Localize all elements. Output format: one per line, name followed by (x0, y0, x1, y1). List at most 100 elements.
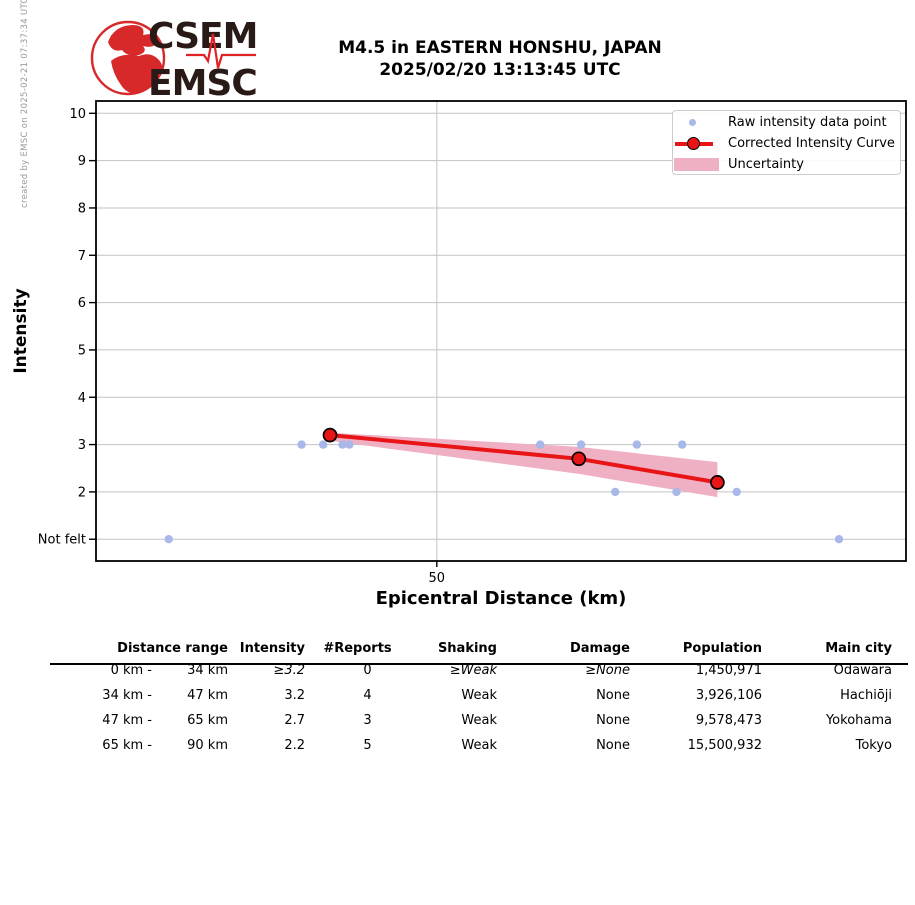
header-shaking: Shaking (437, 641, 497, 656)
legend-marker-dot (689, 119, 696, 126)
cell-damage: ≥None (585, 663, 630, 678)
legend-item-raw: Raw intensity data point (673, 112, 900, 133)
intensity-distance-chart: Not felt 2 3 4 5 6 7 8 9 10 50 (38, 100, 907, 586)
y-tick-label: 7 (78, 249, 86, 264)
cell-range-from: 65 km - (102, 738, 152, 753)
y-tick-label: 6 (78, 296, 86, 311)
curve-marker (322, 427, 338, 443)
cell-damage: None (596, 738, 630, 753)
table-row: 65 km - 90 km 2.2 5 Weak None 15,500,932… (0, 733, 915, 758)
raw-data-point (297, 440, 306, 449)
uncertainty-band (330, 432, 718, 498)
legend-item-curve: Corrected Intensity Curve (673, 133, 900, 154)
y-tick-label: 2 (78, 485, 86, 500)
raw-data-point (319, 440, 328, 449)
cell-range-to: 47 km (187, 688, 228, 703)
y-tick-label: 9 (78, 154, 86, 169)
header-distance-range: Distance range (117, 641, 228, 656)
y-axis-label: Intensity (11, 288, 31, 374)
raw-data-point (536, 440, 545, 449)
table-header-row: Distance range Intensity #Reports Shakin… (0, 640, 915, 658)
y-tick-label: 8 (78, 201, 86, 216)
cell-shaking: ≥Weak (449, 663, 497, 678)
cell-intensity: 2.7 (284, 713, 305, 728)
table-row: 34 km - 47 km 3.2 4 Weak None 3,926,106 … (0, 683, 915, 708)
csem-emsc-logo: CSEM EMSC (90, 16, 258, 102)
cell-reports: 0 (363, 663, 372, 678)
legend-item-uncertainty: Uncertainty (673, 154, 900, 175)
raw-data-point (164, 535, 173, 544)
chart-legend: Raw intensity data point Corrected Inten… (672, 110, 901, 175)
cell-population: 9,578,473 (695, 713, 762, 728)
curve-marker (710, 475, 725, 490)
cell-population: 15,500,932 (687, 738, 762, 753)
legend-marker-line (675, 136, 713, 150)
legend-marker-patch (674, 158, 719, 171)
header-intensity: Intensity (239, 641, 305, 656)
x-axis-label: Epicentral Distance (km) (375, 588, 627, 609)
curve-marker (571, 451, 587, 467)
impact-summary-table: Distance range Intensity #Reports Shakin… (0, 640, 915, 758)
legend-marker-circle (687, 136, 700, 150)
header-main-city: Main city (825, 641, 892, 656)
legend-label-raw: Raw intensity data point (728, 115, 887, 130)
cell-range-to: 34 km (187, 663, 228, 678)
header-population: Population (682, 641, 762, 656)
cell-damage: None (596, 688, 630, 703)
header-reports: #Reports (323, 641, 392, 656)
raw-data-point (611, 487, 620, 497)
cell-range-to: 65 km (187, 713, 228, 728)
header-damage: Damage (569, 641, 630, 656)
y-tick-label: Not felt (38, 533, 86, 548)
title-line1: M4.5 in EASTERN HONSHU, JAPAN (338, 38, 662, 58)
raw-data-point (672, 487, 681, 497)
logo-text-emsc: EMSC (148, 63, 257, 102)
table-header-rule (50, 663, 908, 665)
cell-intensity: ≥3.2 (273, 663, 305, 678)
logo-text-csem: CSEM (148, 16, 257, 57)
y-tick-label: 3 (78, 438, 86, 453)
cell-intensity: 2.2 (284, 738, 305, 753)
curve-marker-icon (673, 133, 723, 154)
y-tick-label: 10 (69, 107, 86, 122)
raw-data-point (732, 487, 741, 497)
page-title: M4.5 in EASTERN HONSHU, JAPAN 2025/02/20… (230, 37, 770, 81)
cell-range-from: 34 km - (102, 688, 152, 703)
raw-data-point (345, 440, 354, 449)
y-tick-label: 4 (78, 391, 86, 406)
raw-data-point (338, 440, 347, 449)
plot-border (95, 100, 907, 562)
cell-range-to: 90 km (187, 738, 228, 753)
cell-main-city: Tokyo (855, 738, 892, 753)
legend-label-uncertainty: Uncertainty (728, 157, 804, 172)
legend-label-curve: Corrected Intensity Curve (728, 136, 895, 151)
cell-population: 3,926,106 (695, 688, 762, 703)
table-row: 47 km - 65 km 2.7 3 Weak None 9,578,473 … (0, 708, 915, 733)
raw-data-point (678, 440, 687, 449)
title-line2: 2025/02/20 13:13:45 UTC (379, 60, 621, 80)
logo-seismogram-icon (186, 33, 256, 69)
cell-damage: None (596, 713, 630, 728)
raw-data-point (632, 440, 641, 449)
cell-shaking: Weak (461, 713, 497, 728)
cell-intensity: 3.2 (284, 688, 305, 703)
raw-data-point (576, 440, 586, 449)
x-tick-label: 50 (429, 571, 446, 586)
table-row: 0 km - 34 km ≥3.2 0 ≥Weak ≥None 1,450,97… (0, 658, 915, 683)
raw-point-marker-icon (673, 112, 723, 133)
cell-main-city: Hachiōji (840, 688, 892, 703)
cell-range-from: 47 km - (102, 713, 152, 728)
cell-main-city: Odawara (833, 663, 892, 678)
raw-data-point (834, 535, 844, 544)
cell-shaking: Weak (461, 738, 497, 753)
cell-reports: 4 (363, 688, 372, 703)
cell-reports: 3 (363, 713, 372, 728)
cell-range-from: 0 km - (110, 663, 152, 678)
uncertainty-marker-icon (673, 154, 723, 175)
cell-population: 1,450,971 (695, 663, 762, 678)
cell-shaking: Weak (461, 688, 497, 703)
cell-main-city: Yokohama (825, 713, 892, 728)
y-tick-label: 5 (78, 343, 86, 358)
cell-reports: 5 (363, 738, 372, 753)
